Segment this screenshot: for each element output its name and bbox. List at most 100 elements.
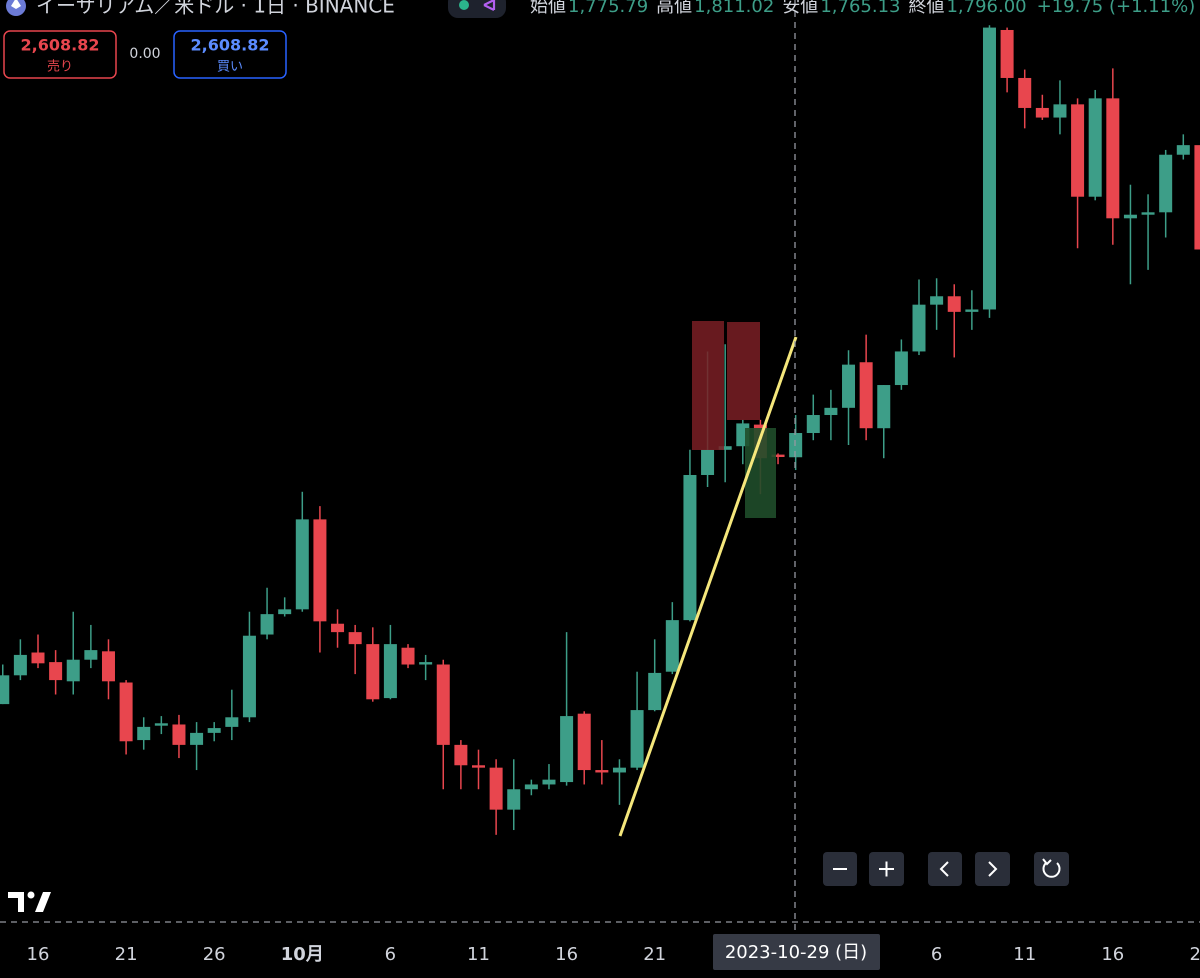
candle-body xyxy=(1159,154,1173,213)
candle-body xyxy=(1071,104,1085,197)
icon xyxy=(939,861,949,877)
ohlc-label: 始値 xyxy=(530,0,566,17)
candle-body xyxy=(154,723,168,726)
logo-part xyxy=(8,892,24,912)
buy-button[interactable] xyxy=(173,30,287,79)
candle-body xyxy=(172,724,186,745)
x-tick-label: 16 xyxy=(555,944,578,965)
x-tick-label: 21 xyxy=(1189,944,1200,965)
crosshair-label: 2023-10-29 (日) xyxy=(725,942,867,963)
x-tick-label: 11 xyxy=(1013,944,1036,965)
x-tick-label: 16 xyxy=(27,944,50,965)
candle-body xyxy=(31,652,45,664)
candle-body xyxy=(190,732,204,745)
candle-body xyxy=(13,654,27,676)
candle-body xyxy=(137,726,151,741)
status-pill[interactable] xyxy=(448,0,506,18)
sell-label: 売り xyxy=(47,59,73,75)
icon xyxy=(879,861,894,877)
nav-buttons xyxy=(823,852,1069,886)
candle-body xyxy=(436,664,450,745)
logo xyxy=(8,891,51,912)
candle-body xyxy=(1000,29,1014,78)
candle-body xyxy=(66,659,80,682)
status-icon xyxy=(483,0,496,11)
buy-price: 2,608.82 xyxy=(191,36,270,55)
ohlc-value: 1,796.00 xyxy=(946,0,1026,17)
candle-body xyxy=(401,647,415,665)
candle-body xyxy=(824,407,838,416)
x-tick-label: 16 xyxy=(1101,944,1124,965)
ohlc-change: +19.75 (+1.11%) xyxy=(1037,0,1196,17)
candle-body xyxy=(313,519,327,622)
candle-body xyxy=(965,309,979,312)
candle-body xyxy=(207,728,221,733)
candle-body xyxy=(894,351,908,386)
candle-body xyxy=(630,710,644,768)
candle-body xyxy=(0,675,10,705)
logo-part xyxy=(35,892,51,912)
crosshair-label-box xyxy=(713,934,880,970)
candle-body xyxy=(947,296,961,312)
candle-body xyxy=(930,296,944,305)
sell-price: 2,608.82 xyxy=(21,36,100,55)
buy-label: 買い xyxy=(217,60,243,75)
drawing-rect xyxy=(745,428,776,518)
candle-body xyxy=(419,662,433,665)
candle-body xyxy=(718,446,732,450)
candle-body xyxy=(806,415,820,434)
candle-body xyxy=(242,635,256,718)
candle-body xyxy=(225,717,239,727)
candle-body xyxy=(1141,212,1155,215)
candle-body xyxy=(1053,104,1067,118)
candle-body xyxy=(648,672,662,711)
reset-button[interactable] xyxy=(1034,852,1069,886)
candle-body xyxy=(1018,77,1032,108)
x-tick-label: 10月 xyxy=(281,944,324,965)
candle-body xyxy=(489,767,503,810)
candle-body xyxy=(507,789,521,810)
candle-body xyxy=(842,364,856,408)
candle-body xyxy=(366,644,380,700)
x-tick-label: 11 xyxy=(467,944,490,965)
candle-body xyxy=(701,449,715,475)
candle-body xyxy=(84,650,98,660)
scroll-left-button[interactable] xyxy=(928,852,962,886)
candle-body xyxy=(49,662,63,681)
candle-body xyxy=(295,519,309,610)
candle-body xyxy=(859,362,873,429)
ohlc-label: 高値 xyxy=(656,0,692,17)
candle-body xyxy=(1088,98,1102,197)
x-tick-label: 6 xyxy=(931,944,942,965)
candle-body xyxy=(1035,107,1049,118)
x-tick-label: 26 xyxy=(203,944,226,965)
candle-body xyxy=(683,474,697,621)
candle-body xyxy=(577,713,591,771)
candle-body xyxy=(101,651,115,682)
candle-body xyxy=(260,614,274,635)
candle-body xyxy=(1176,145,1190,155)
drawing-rect xyxy=(692,321,724,450)
candle-body xyxy=(454,744,468,766)
ohlc-value: 1,765.13 xyxy=(820,0,900,17)
sell-button[interactable] xyxy=(3,30,117,79)
status-dot xyxy=(459,0,469,10)
candle-body xyxy=(877,385,891,429)
candle-body xyxy=(1194,145,1200,250)
ohlc-label: 終値 xyxy=(908,0,944,17)
icon xyxy=(1042,858,1052,866)
candle-body xyxy=(383,644,397,699)
scroll-right-button[interactable] xyxy=(975,852,1010,886)
time-axis: 16 21 26 10月 6 11 16 21 6 11 16 21 xyxy=(27,944,1200,965)
drawing-rect xyxy=(727,322,760,420)
icon xyxy=(988,861,998,877)
ohlc-label: 安値 xyxy=(782,0,818,17)
candle-body xyxy=(524,784,538,790)
icon xyxy=(1042,862,1061,878)
candle-body xyxy=(789,433,803,458)
spread: 0.00 xyxy=(129,46,160,62)
candle-body xyxy=(560,716,574,783)
candle-body xyxy=(348,632,362,645)
